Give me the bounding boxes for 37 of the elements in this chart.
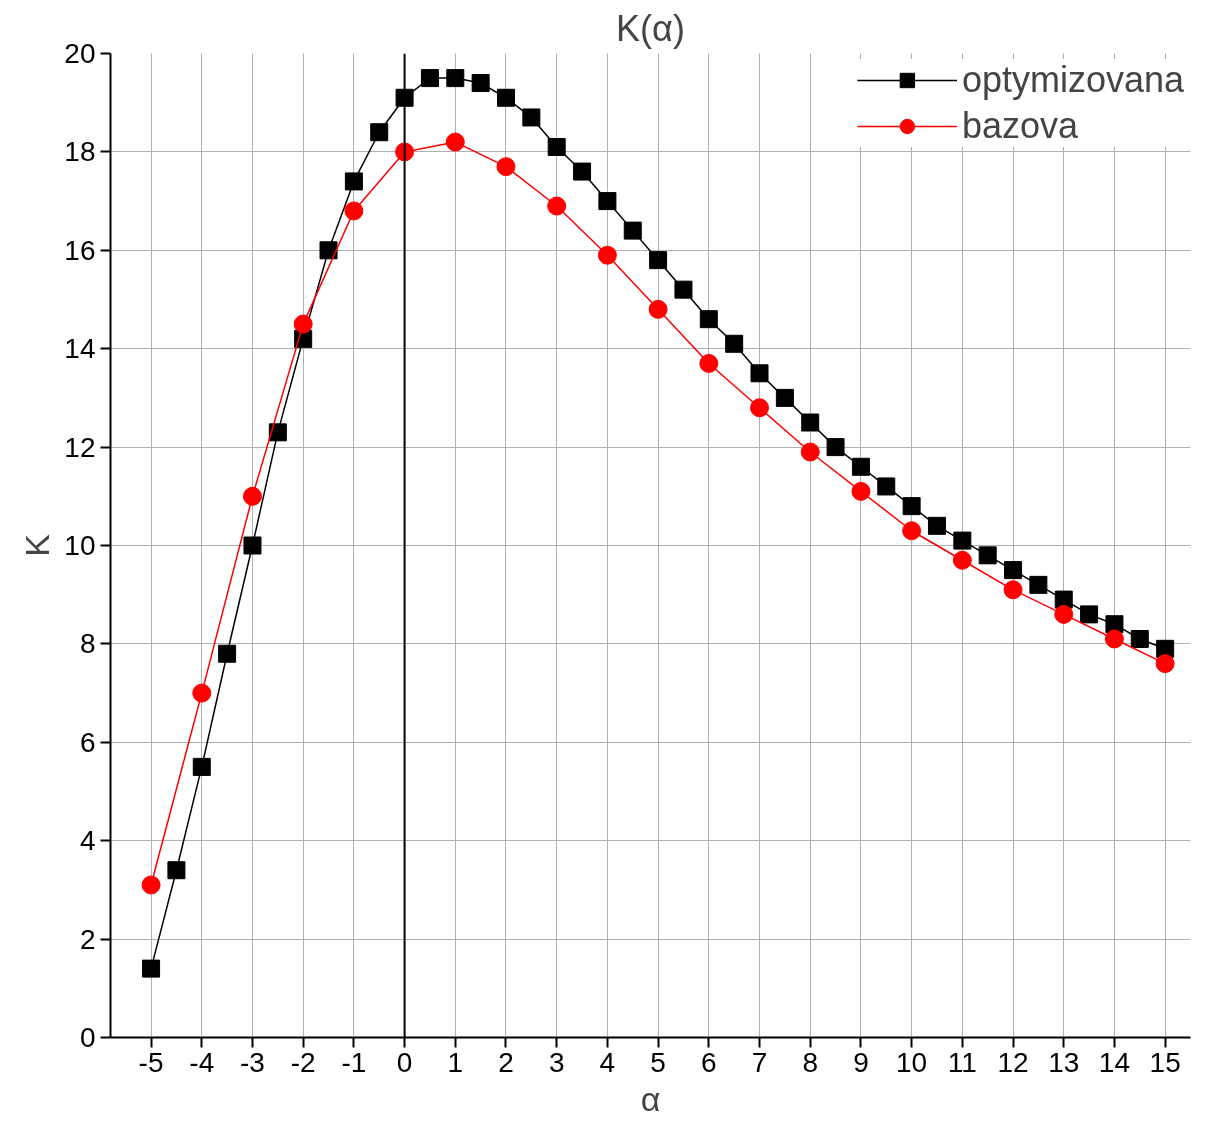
x-tick-label: -2 [290, 1046, 316, 1078]
chart-title: K(α) [616, 7, 685, 49]
y-tick-label: 14 [64, 333, 96, 365]
y-tick-label: 6 [79, 726, 96, 758]
x-tick-label: 4 [599, 1046, 616, 1078]
x-tick-label: 14 [1098, 1046, 1131, 1078]
y-tick-label: 12 [64, 431, 96, 463]
y-tick-label: 0 [79, 1022, 96, 1053]
x-tick-label: -4 [189, 1046, 215, 1078]
x-axis-title: α [640, 1079, 661, 1118]
x-tick-label: 11 [947, 1046, 977, 1078]
x-tick-label: 12 [997, 1046, 1029, 1078]
legend-label: optymizovana [961, 59, 1184, 101]
y-axis-title: K [18, 533, 57, 557]
y-tick-label: 20 [64, 38, 96, 69]
x-tick-label: 10 [896, 1046, 928, 1078]
x-tick-label: 15 [1149, 1046, 1181, 1078]
legend-label: bazova [961, 105, 1078, 147]
y-tick-label: 2 [79, 923, 96, 955]
y-tick-label: 16 [64, 234, 96, 266]
x-tick-label: 2 [498, 1046, 514, 1078]
x-tick-label: 1 [447, 1046, 464, 1078]
x-tick-label: 0 [396, 1046, 413, 1078]
x-tick-label: 13 [1048, 1046, 1080, 1078]
y-tick-label: 4 [79, 825, 96, 857]
x-tick-label: -3 [240, 1046, 265, 1078]
y-tick-label: 8 [79, 628, 96, 660]
x-tick-label: 9 [853, 1046, 869, 1078]
y-tick-label: 18 [64, 136, 96, 168]
x-tick-label: 3 [548, 1046, 565, 1078]
x-tick-label: -1 [341, 1046, 367, 1078]
x-tick-label: 8 [802, 1046, 819, 1078]
y-tick-label: 10 [64, 530, 96, 561]
x-tick-label: 6 [701, 1046, 717, 1078]
x-tick-label: 5 [650, 1046, 666, 1078]
x-tick-label: 7 [751, 1046, 768, 1078]
x-tick-label: -5 [138, 1046, 164, 1078]
